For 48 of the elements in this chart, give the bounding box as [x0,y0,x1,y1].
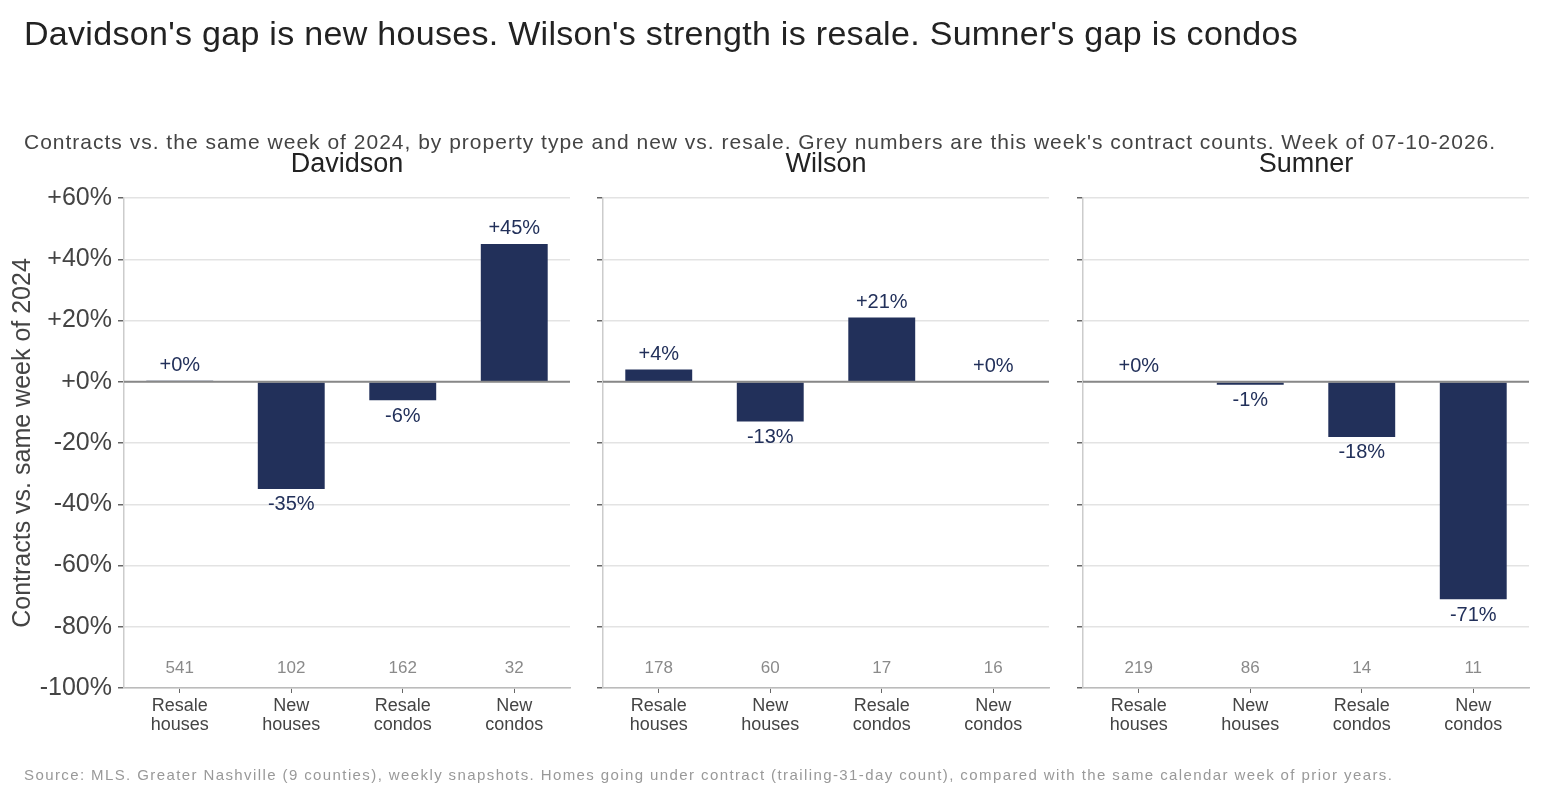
data-label: -6% [384,403,421,426]
annotation: 60 [760,657,780,677]
y-tick-label: +60% [47,181,112,210]
annotation: 16 [983,657,1003,677]
text: Davidson's gap is new houses. Wilson's strength is resale. Sumner's gap is condos [24,14,1300,52]
data-label: -13% [746,425,794,448]
y-axis-title: Contracts vs. same week of 2024 [6,258,35,628]
x-tick-label: New houses [262,695,321,735]
data-label: +0% [1118,354,1160,377]
y-tick-label: -20% [53,426,112,455]
y-tick-label: +40% [47,243,112,272]
data-label: -1% [1232,388,1269,411]
annotation: 32 [504,657,524,677]
annotation: 86 [1240,657,1260,677]
y-tick-label: -60% [53,549,112,578]
x-tick-label: Resale houses [150,695,209,735]
data-label: -35% [267,492,315,515]
y-tick-label: -100% [39,671,112,700]
x-tick-label: New houses [1221,695,1280,735]
annotation: 102 [277,657,306,677]
annotation: 14 [1352,657,1372,677]
x-tick-label: Resale houses [629,695,688,735]
x-tick-label: New condos [1444,695,1503,735]
x-tick-label: New condos [964,695,1023,735]
annotation: 219 [1124,657,1153,677]
data-label: +0% [972,354,1014,377]
x-tick-label: Resale houses [1109,695,1168,735]
data-label: +4% [638,342,680,365]
annotation: 541 [165,657,194,677]
annotation: 162 [388,657,417,677]
data-label: +21% [855,289,908,312]
data-label: -18% [1338,440,1386,463]
x-tick-label: New houses [741,695,800,735]
x-tick-label: Resale condos [373,695,432,735]
annotation: 178 [644,657,673,677]
x-tick-label: Resale condos [852,695,911,735]
source-note: Source: MLS. Greater Nashville (9 counties), weekly snapshots. Homes going under contract (trailing-31-day count), compared with the same calendar week of prior years. [24,766,1395,784]
data-label: +0% [159,353,201,376]
y-tick-label: +0% [61,365,112,394]
x-tick-label: New condos [485,695,544,735]
y-tick-label: -40% [53,488,112,517]
y-tick-label: +20% [47,304,112,333]
data-label: -71% [1449,602,1497,625]
data-label: +45% [488,216,541,239]
x-tick-label: Resale condos [1332,695,1391,735]
y-tick-label: -80% [53,610,112,639]
annotation: 11 [1464,657,1483,677]
annotation: 17 [872,657,892,677]
